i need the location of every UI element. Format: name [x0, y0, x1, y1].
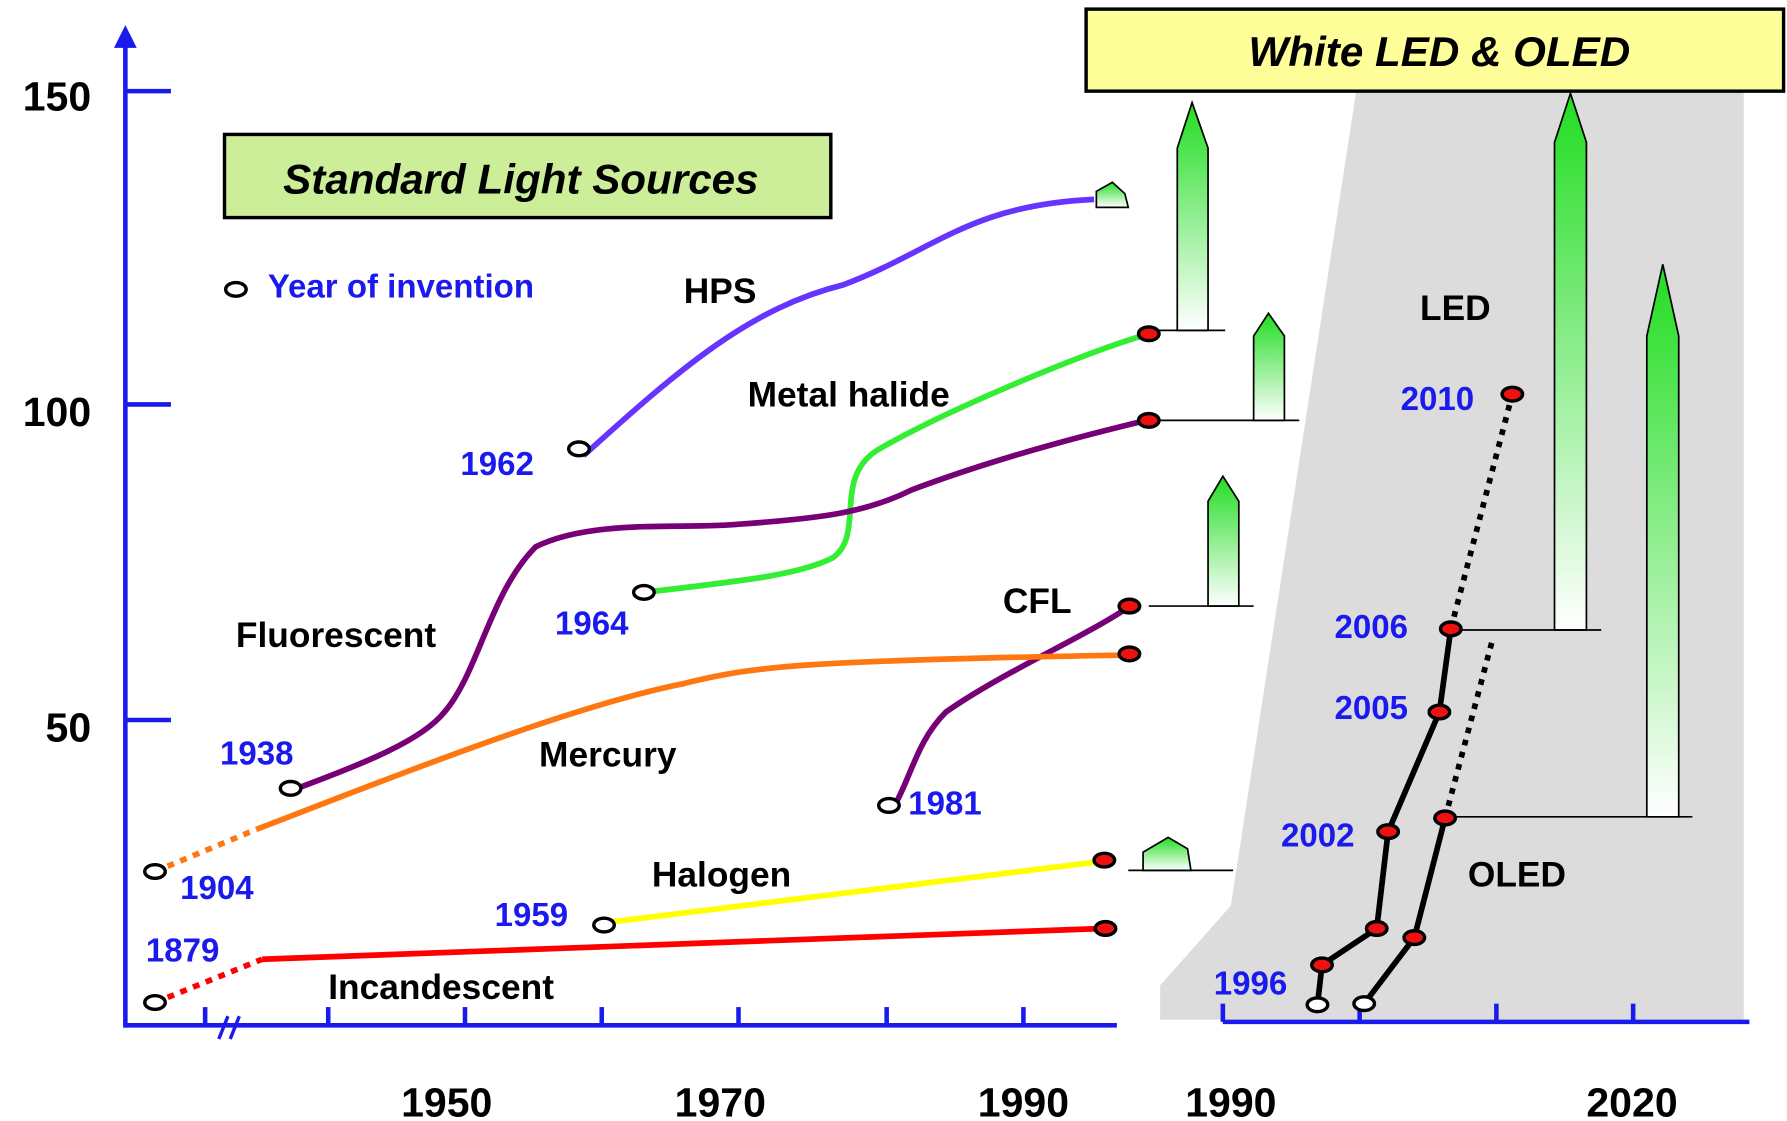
year-label: 2005 — [1335, 690, 1408, 727]
year-label: 1996 — [1214, 966, 1287, 1003]
year-label: 1879 — [146, 933, 219, 970]
box-title: Standard Light Sources — [283, 156, 758, 203]
source-label: Mercury — [539, 736, 677, 775]
y-tick-label: 50 — [46, 705, 92, 751]
source-label: CFL — [1003, 582, 1072, 621]
source-label: Fluorescent — [236, 616, 436, 655]
y-tick-label: 100 — [23, 389, 91, 435]
x-tick-label: 2020 — [1586, 1079, 1677, 1121]
source-label: OLED — [1468, 855, 1566, 894]
source-label: Incandescent — [328, 968, 554, 1007]
year-label: 2006 — [1335, 609, 1408, 646]
x-tick-label: 1970 — [675, 1079, 766, 1121]
year-label: 1962 — [460, 446, 533, 483]
x-tick-label: 1990 — [978, 1079, 1069, 1121]
year-label: 2010 — [1401, 381, 1474, 418]
box-title: White LED & OLED — [1249, 28, 1631, 75]
source-label: LED — [1420, 289, 1491, 328]
year-label: 2002 — [1281, 817, 1354, 854]
y-tick-label: 150 — [23, 74, 91, 120]
legend-label: Year of invention — [268, 268, 534, 305]
chart: 150 100 50 1950 1970 1990 1990 2020 Whit… — [0, 0, 1787, 1121]
x-tick-label: 1990 — [1185, 1079, 1276, 1121]
x-tick-label: 1950 — [401, 1079, 492, 1121]
source-label: Metal halide — [748, 376, 950, 415]
year-label: 1959 — [495, 897, 568, 934]
page: {"axes":{"y_ticks":["150","100","50"],"x… — [0, 0, 1787, 1121]
year-label: 1904 — [180, 870, 254, 907]
source-label: Halogen — [652, 855, 791, 894]
year-label: 1981 — [908, 786, 981, 823]
year-label: 1938 — [220, 735, 293, 772]
year-label: 1964 — [555, 606, 629, 643]
source-label: HPS — [684, 272, 757, 311]
